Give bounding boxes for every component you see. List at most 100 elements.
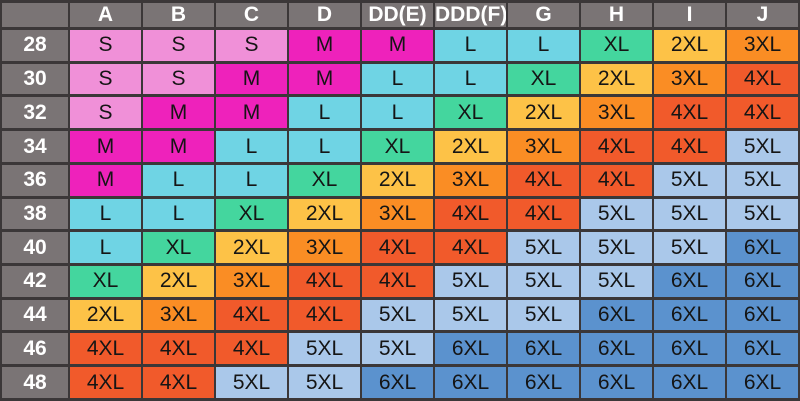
size-cell: 2XL [360,161,435,199]
size-cell: M [214,60,289,98]
table-row: 36 M L L XL 2XL 3XL 4XL 4XL 5XL 5XL [0,161,800,199]
size-cell: 2XL [214,229,289,267]
size-cell: L [68,229,143,267]
size-cell: 3XL [214,263,289,300]
size-cell: XL [579,27,654,64]
size-cell: 2XL [141,263,216,300]
column-header: J [725,0,800,30]
column-header: DDD(F) [433,0,508,30]
size-cell: S [141,60,216,98]
chart-header: A B C D DD(E) DDD(F) G H I J [0,0,800,30]
column-header: G [506,0,581,30]
size-cell: 3XL [579,94,654,132]
size-cell: XL [360,128,435,165]
column-header: H [579,0,654,30]
size-cell: 3XL [652,60,727,98]
size-cell: 6XL [652,296,727,334]
size-cell: 4XL [141,364,216,401]
size-cell: S [214,27,289,64]
row-label: 40 [0,229,70,267]
size-cell: 4XL [68,364,143,401]
size-cell: 3XL [433,161,508,199]
size-cell: XL [287,161,362,199]
column-header: DD(E) [360,0,435,30]
row-label: 30 [0,60,70,98]
size-cell: M [68,128,143,165]
size-cell: 6XL [725,364,800,401]
size-cell: 4XL [579,128,654,165]
corner-cell [0,0,70,30]
size-cell: 5XL [725,128,800,165]
size-cell: 2XL [652,27,727,64]
size-cell: L [433,27,508,64]
size-cell: 6XL [652,263,727,300]
size-cell: 6XL [506,364,581,401]
row-label: 48 [0,364,70,401]
size-cell: L [214,161,289,199]
size-cell: 4XL [360,263,435,300]
size-cell: L [287,128,362,165]
row-label: 34 [0,128,70,165]
size-cell: 4XL [506,161,581,199]
row-label: 42 [0,263,70,300]
size-cell: 5XL [360,330,435,368]
row-label: 44 [0,296,70,334]
size-cell: M [214,94,289,132]
size-cell: L [360,60,435,98]
size-cell: 4XL [214,330,289,368]
size-cell: M [287,60,362,98]
table-row: 32 S M M L L XL 2XL 3XL 4XL 4XL [0,94,800,132]
size-cell: L [141,161,216,199]
size-cell: 3XL [725,27,800,64]
table-row: 40 L XL 2XL 3XL 4XL 4XL 5XL 5XL 5XL 6XL [0,229,800,267]
row-label: 36 [0,161,70,199]
size-cell: 6XL [725,229,800,267]
size-cell: XL [433,94,508,132]
size-cell: 5XL [652,195,727,233]
size-cell: 5XL [725,195,800,233]
size-cell: 4XL [506,195,581,233]
size-cell: 5XL [433,296,508,334]
table-row: 38 L L XL 2XL 3XL 4XL 4XL 5XL 5XL 5XL [0,195,800,233]
size-cell: 6XL [579,330,654,368]
size-cell: M [141,128,216,165]
size-cell: 4XL [725,94,800,132]
size-cell: 4XL [287,263,362,300]
table-row: 34 M M L L XL 2XL 3XL 4XL 4XL 5XL [0,128,800,165]
size-cell: 4XL [652,94,727,132]
size-cell: S [68,94,143,132]
size-cell: 2XL [287,195,362,233]
size-cell: 6XL [579,364,654,401]
size-cell: 4XL [433,195,508,233]
size-cell: 2XL [68,296,143,334]
size-cell: 6XL [725,330,800,368]
row-label: 32 [0,94,70,132]
size-cell: 6XL [652,364,727,401]
size-cell: XL [506,60,581,98]
size-cell: 4XL [287,296,362,334]
size-cell: 6XL [433,330,508,368]
table-row: 30 S S M M L L XL 2XL 3XL 4XL [0,60,800,98]
size-cell: 6XL [725,263,800,300]
size-cell: 3XL [360,195,435,233]
header-row: A B C D DD(E) DDD(F) G H I J [0,0,800,30]
size-cell: 5XL [579,263,654,300]
size-cell: 5XL [433,263,508,300]
table-row: 42 XL 2XL 3XL 4XL 4XL 5XL 5XL 5XL 6XL 6XL [0,263,800,300]
table-row: 46 4XL 4XL 4XL 5XL 5XL 6XL 6XL 6XL 6XL 6XL [0,330,800,368]
size-cell: 4XL [725,60,800,98]
size-cell: 4XL [579,161,654,199]
size-cell: L [360,94,435,132]
size-cell: 5XL [579,195,654,233]
size-cell: M [68,161,143,199]
size-cell: 5XL [506,296,581,334]
column-header: I [652,0,727,30]
size-cell: 2XL [506,94,581,132]
column-header: D [287,0,362,30]
table-row: 28 S S S M M L L XL 2XL 3XL [0,27,800,64]
column-header: C [214,0,289,30]
size-cell: 2XL [433,128,508,165]
chart-body: 28 S S S M M L L XL 2XL 3XL 30 S S M M L L XL 2XL 3XL 4XL 32 S M… [0,27,800,401]
size-cell: 5XL [506,263,581,300]
size-cell: XL [214,195,289,233]
